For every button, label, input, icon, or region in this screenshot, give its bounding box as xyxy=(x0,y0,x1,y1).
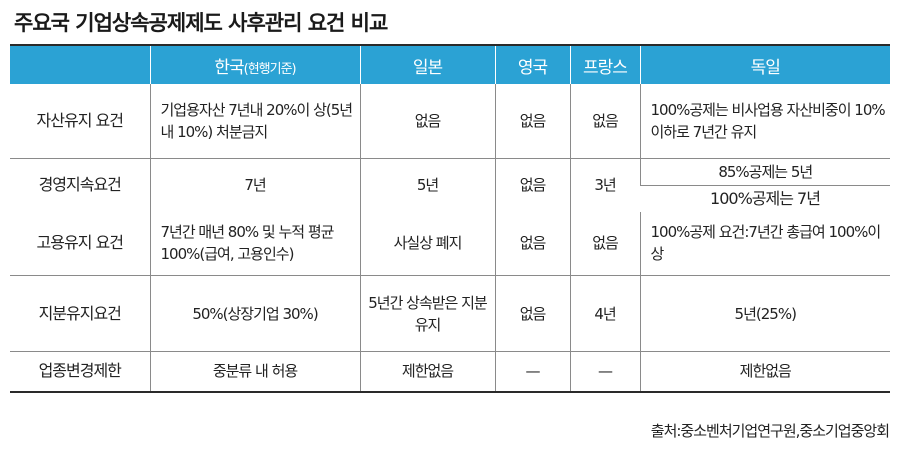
cell-korea: 7년간 매년 80% 및 누적 평균 100%(급여, 고용인수) xyxy=(149,211,360,276)
cell-france: — xyxy=(569,351,640,393)
cell-japan: 없음 xyxy=(359,84,495,159)
cell-uk: 없음 xyxy=(494,84,570,159)
row-employment: 고용유지 요건 7년간 매년 80% 및 누적 평균 100%(급여, 고용인수… xyxy=(10,211,890,276)
cell-france: 4년 xyxy=(569,275,640,352)
source-note: 출처:중소벤처기업연구원,중소기업중앙회 xyxy=(650,422,890,440)
header-row: 한국(현행기준) 일본 영국 프랑스 독일 xyxy=(10,46,890,84)
cell-germany-100: 100%공제는 7년 xyxy=(710,188,821,208)
comparison-table: 한국(현행기준) 일본 영국 프랑스 독일 자산유지 요건 기업용자산 7년내 … xyxy=(10,46,890,393)
row-asset: 자산유지 요건 기업용자산 7년내 20%이 상(5년내 10%) 처분금지 없… xyxy=(10,84,890,159)
row-label: 지분유지요건 xyxy=(10,275,150,352)
header-uk: 영국 xyxy=(494,46,570,84)
page-title: 주요국 기업상속공제제도 사후관리 요건 비교 xyxy=(14,11,388,35)
cell-korea: 50%(상장기업 30%) xyxy=(149,275,360,352)
cell-germany: 제한없음 xyxy=(639,351,890,393)
row-label: 업종변경제한 xyxy=(10,351,150,393)
header-korea: 한국(현행기준) xyxy=(149,46,360,84)
cell-uk: — xyxy=(494,351,570,393)
cell-germany: 100%공제는 비사업용 자산비중이 10%이하로 7년간 유지 xyxy=(639,84,890,159)
cell-japan: 5년간 상속받은 지분 유지 xyxy=(359,275,495,352)
cell-germany: 5년(25%) xyxy=(639,275,890,352)
cell-germany-85: 85%공제는 5년 xyxy=(639,158,890,186)
cell-france: 3년 xyxy=(569,158,640,212)
header-blank xyxy=(10,46,150,84)
header-france: 프랑스 xyxy=(569,46,640,84)
row-management-b: 100%공제는 7년 xyxy=(10,185,890,212)
cell-france: 없음 xyxy=(569,84,640,159)
cell-uk: 없음 xyxy=(494,158,570,212)
header-japan: 일본 xyxy=(359,46,495,84)
cell-korea: 기업용자산 7년내 20%이 상(5년내 10%) 처분금지 xyxy=(149,84,360,159)
header-germany: 독일 xyxy=(639,46,890,84)
cell-japan: 제한없음 xyxy=(359,351,495,393)
cell-japan: 사실상 폐지 xyxy=(359,211,495,276)
row-industry: 업종변경제한 중분류 내 허용 제한없음 — — 제한없음 xyxy=(10,351,890,393)
row-management: 경영지속요건 7년 5년 없음 3년 85%공제는 5년 xyxy=(10,158,890,212)
header-korea-sub: (현행기준) xyxy=(243,61,297,77)
cell-korea: 중분류 내 허용 xyxy=(149,351,360,393)
cell-uk: 없음 xyxy=(494,211,570,276)
cell-germany: 100%공제 요건:7년간 총급여 100%이상 xyxy=(639,211,890,276)
cell-uk: 없음 xyxy=(494,275,570,352)
row-equity: 지분유지요건 50%(상장기업 30%) 5년간 상속받은 지분 유지 없음 4… xyxy=(10,275,890,352)
top-rule xyxy=(10,44,890,46)
cell-japan: 5년 xyxy=(359,158,495,212)
row-label: 자산유지 요건 xyxy=(10,84,150,159)
row-label: 고용유지 요건 xyxy=(10,211,150,276)
header-korea-label: 한국 xyxy=(214,57,244,78)
cell-france: 없음 xyxy=(569,211,640,276)
row-label: 경영지속요건 xyxy=(38,175,122,194)
cell-korea: 7년 xyxy=(149,158,360,212)
